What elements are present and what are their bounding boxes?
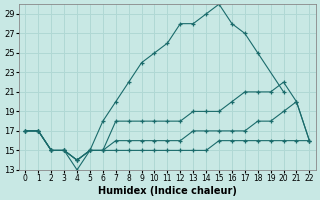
X-axis label: Humidex (Indice chaleur): Humidex (Indice chaleur) — [98, 186, 237, 196]
